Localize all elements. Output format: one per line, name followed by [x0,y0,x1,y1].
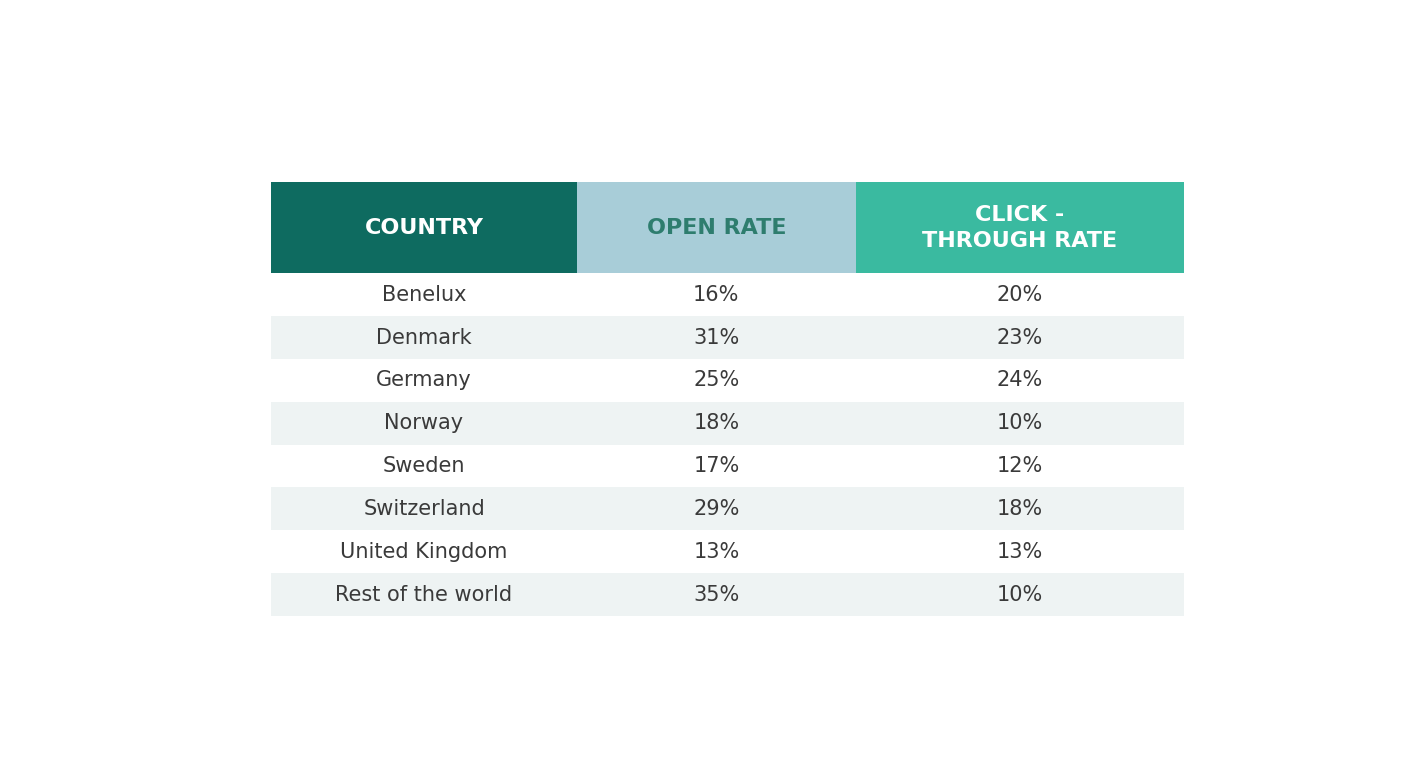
Bar [577,182,856,274]
Text: Benelux: Benelux [382,285,466,305]
Text: Germany: Germany [376,370,471,390]
Text: 17%: 17% [693,456,740,476]
Text: Norway: Norway [385,413,463,434]
Text: Denmark: Denmark [376,328,471,347]
Bar [271,274,1184,316]
Bar [856,182,1184,274]
Text: 20%: 20% [997,285,1044,305]
Text: 25%: 25% [693,370,740,390]
Text: 18%: 18% [693,413,740,434]
Text: 10%: 10% [997,413,1044,434]
Text: 24%: 24% [997,370,1044,390]
Text: 18%: 18% [997,499,1044,519]
Text: 35%: 35% [693,584,740,604]
Bar [271,530,1184,573]
Bar [271,573,1184,616]
Text: OPEN RATE: OPEN RATE [646,218,787,238]
Bar [271,359,1184,402]
Text: 31%: 31% [693,328,740,347]
Text: 23%: 23% [997,328,1044,347]
Text: 12%: 12% [997,456,1044,476]
Bar [271,182,577,274]
Bar [271,316,1184,359]
Text: 10%: 10% [997,584,1044,604]
Text: COUNTRY: COUNTRY [365,218,484,238]
Bar [271,445,1184,488]
Text: 16%: 16% [693,285,740,305]
Text: 13%: 13% [997,542,1044,562]
Text: Switzerland: Switzerland [364,499,484,519]
Text: Rest of the world: Rest of the world [335,584,513,604]
Text: 13%: 13% [693,542,740,562]
Bar [271,488,1184,530]
Text: United Kingdom: United Kingdom [341,542,508,562]
Text: CLICK -
THROUGH RATE: CLICK - THROUGH RATE [923,205,1118,251]
Text: 29%: 29% [693,499,740,519]
Text: Sweden: Sweden [383,456,466,476]
Bar [271,402,1184,445]
